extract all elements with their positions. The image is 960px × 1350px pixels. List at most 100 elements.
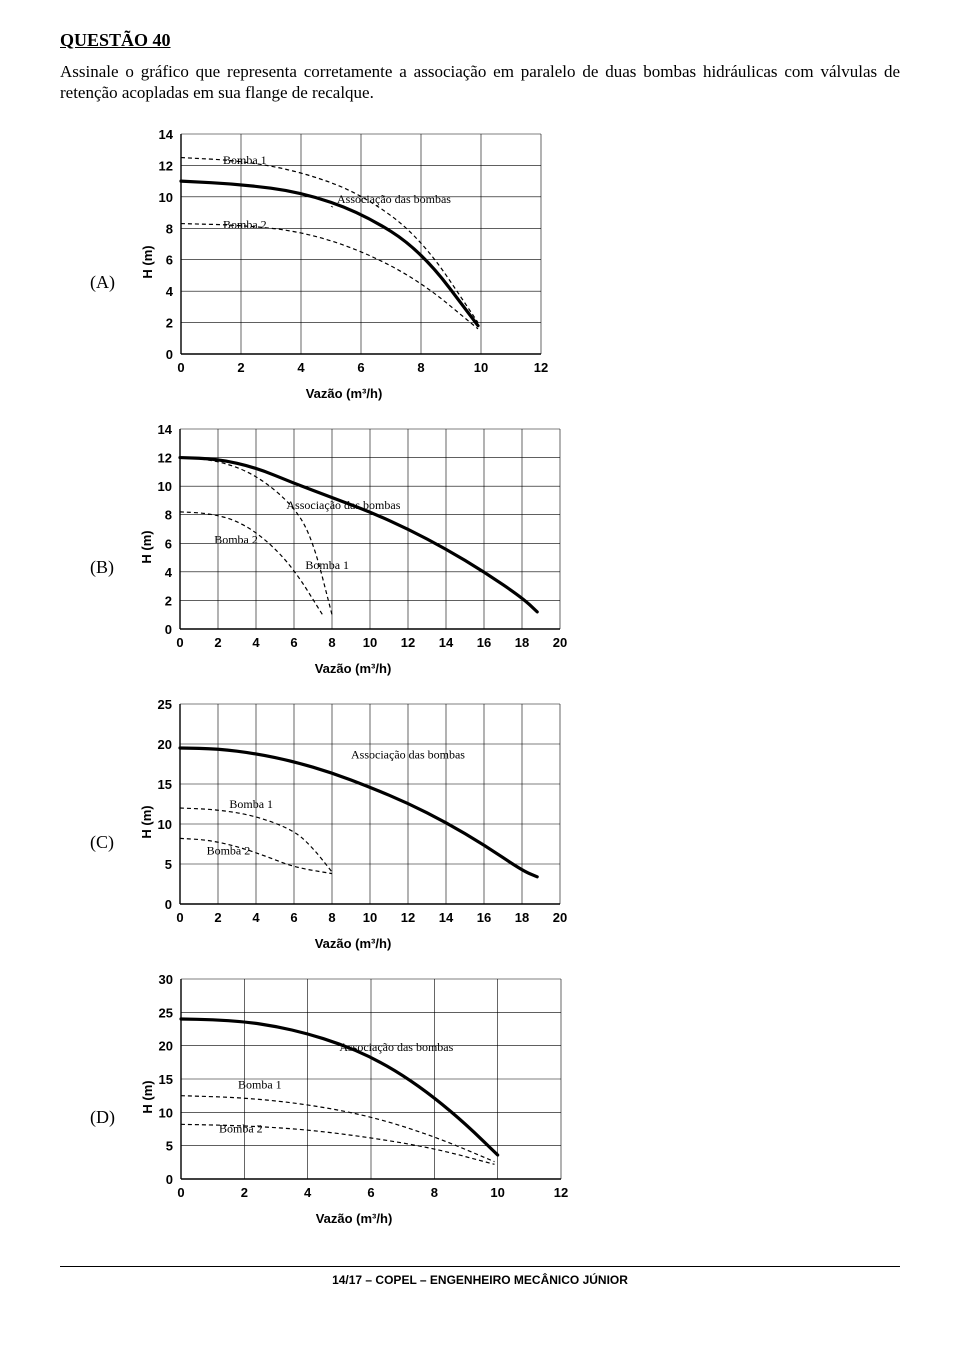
svg-text:0: 0 — [166, 347, 173, 362]
svg-text:8: 8 — [431, 1185, 438, 1200]
svg-text:14: 14 — [158, 422, 173, 437]
svg-text:4: 4 — [166, 284, 174, 299]
page: QUESTÃO 40 Assinale o gráfico que repres… — [0, 0, 960, 1327]
option-b-row: (B) H (m) 0246810121416182002468101214Bo… — [90, 419, 900, 676]
svg-text:12: 12 — [554, 1185, 568, 1200]
svg-text:8: 8 — [328, 635, 335, 650]
svg-text:12: 12 — [534, 360, 548, 375]
svg-text:4: 4 — [297, 360, 305, 375]
chart-c-ylabel: H (m) — [139, 805, 154, 838]
chart-a: H (m) 02468101202468101214Bomba 1Bomba 2… — [133, 124, 555, 401]
footer-text: 14/17 – COPEL – ENGENHEIRO MECÂNICO JÚNI… — [60, 1273, 900, 1307]
chart-d-ylabel: H (m) — [140, 1080, 155, 1113]
svg-text:20: 20 — [553, 635, 567, 650]
svg-text:Bomba 2: Bomba 2 — [214, 532, 258, 546]
svg-text:Bomba 1: Bomba 1 — [223, 152, 267, 166]
chart-d-svg: 024681012051015202530Bomba 1Bomba 2Assoc… — [133, 969, 575, 1209]
svg-text:14: 14 — [439, 910, 454, 925]
svg-text:8: 8 — [166, 221, 173, 236]
option-d-row: (D) H (m) 024681012051015202530Bomba 1Bo… — [90, 969, 900, 1226]
chart-b-ylabel: H (m) — [139, 530, 154, 563]
svg-text:6: 6 — [290, 910, 297, 925]
svg-text:Bomba 1: Bomba 1 — [305, 558, 349, 572]
svg-text:20: 20 — [553, 910, 567, 925]
chart-c-svg: 024681012141618200510152025Bomba 1Bomba … — [132, 694, 574, 934]
chart-d-xlabel: Vazão (m³/h) — [133, 1211, 575, 1226]
chart-b-xlabel: Vazão (m³/h) — [132, 661, 574, 676]
chart-c: H (m) 024681012141618200510152025Bomba 1… — [132, 694, 574, 951]
svg-text:Bomba 2: Bomba 2 — [223, 217, 267, 231]
svg-text:10: 10 — [159, 1105, 173, 1120]
svg-text:2: 2 — [166, 315, 173, 330]
chart-b: H (m) 0246810121416182002468101214Bomba … — [132, 419, 574, 676]
svg-text:0: 0 — [165, 897, 172, 912]
svg-text:Bomba 1: Bomba 1 — [229, 797, 273, 811]
svg-text:10: 10 — [158, 817, 172, 832]
svg-text:Associação das bombas: Associação das bombas — [339, 1040, 453, 1054]
svg-text:10: 10 — [363, 910, 377, 925]
svg-text:0: 0 — [176, 635, 183, 650]
chart-a-svg: 02468101202468101214Bomba 1Bomba 2Associ… — [133, 124, 555, 384]
svg-text:0: 0 — [177, 360, 184, 375]
svg-text:14: 14 — [439, 635, 454, 650]
question-number: QUESTÃO 40 — [60, 30, 900, 51]
svg-text:20: 20 — [158, 737, 172, 752]
chart-a-xlabel: Vazão (m³/h) — [133, 386, 555, 401]
svg-text:16: 16 — [477, 910, 491, 925]
svg-text:2: 2 — [214, 635, 221, 650]
svg-text:14: 14 — [159, 127, 174, 142]
svg-text:20: 20 — [159, 1038, 173, 1053]
svg-text:5: 5 — [166, 1138, 173, 1153]
svg-text:4: 4 — [165, 564, 173, 579]
svg-text:15: 15 — [159, 1072, 173, 1087]
svg-text:5: 5 — [165, 857, 172, 872]
svg-text:4: 4 — [304, 1185, 312, 1200]
svg-text:Bomba 2: Bomba 2 — [207, 843, 251, 857]
svg-text:8: 8 — [417, 360, 424, 375]
option-a-row: (A) H (m) 02468101202468101214Bomba 1Bom… — [90, 124, 900, 401]
svg-text:10: 10 — [490, 1185, 504, 1200]
svg-text:0: 0 — [177, 1185, 184, 1200]
svg-text:8: 8 — [328, 910, 335, 925]
svg-text:0: 0 — [165, 622, 172, 637]
option-c-letter: (C) — [90, 832, 114, 853]
svg-text:10: 10 — [158, 479, 172, 494]
svg-text:25: 25 — [159, 1005, 173, 1020]
svg-text:6: 6 — [357, 360, 364, 375]
footer-divider — [60, 1266, 900, 1267]
svg-text:18: 18 — [515, 910, 529, 925]
chart-d: H (m) 024681012051015202530Bomba 1Bomba … — [133, 969, 575, 1226]
svg-text:Associação das bombas: Associação das bombas — [351, 747, 465, 761]
option-c-row: (C) H (m) 024681012141618200510152025Bom… — [90, 694, 900, 951]
chart-c-xlabel: Vazão (m³/h) — [132, 936, 574, 951]
svg-text:8: 8 — [165, 507, 172, 522]
svg-text:6: 6 — [165, 536, 172, 551]
svg-text:16: 16 — [477, 635, 491, 650]
svg-text:4: 4 — [252, 635, 260, 650]
option-d-letter: (D) — [90, 1107, 115, 1128]
svg-text:12: 12 — [401, 635, 415, 650]
svg-text:Associação das bombas: Associação das bombas — [286, 498, 400, 512]
svg-text:2: 2 — [214, 910, 221, 925]
question-text: Assinale o gráfico que representa corret… — [60, 61, 900, 104]
svg-text:0: 0 — [176, 910, 183, 925]
option-b-letter: (B) — [90, 557, 114, 578]
svg-text:Bomba 2: Bomba 2 — [219, 1121, 263, 1135]
chart-a-ylabel: H (m) — [140, 245, 155, 278]
svg-text:4: 4 — [252, 910, 260, 925]
svg-text:30: 30 — [159, 972, 173, 987]
svg-text:18: 18 — [515, 635, 529, 650]
svg-text:2: 2 — [237, 360, 244, 375]
svg-text:0: 0 — [166, 1172, 173, 1187]
svg-text:10: 10 — [363, 635, 377, 650]
svg-text:Bomba 1: Bomba 1 — [238, 1077, 282, 1091]
svg-text:15: 15 — [158, 777, 172, 792]
svg-text:10: 10 — [159, 189, 173, 204]
svg-text:Associação das bombas: Associação das bombas — [337, 192, 451, 206]
svg-text:2: 2 — [241, 1185, 248, 1200]
svg-text:12: 12 — [158, 450, 172, 465]
svg-text:10: 10 — [474, 360, 488, 375]
svg-text:2: 2 — [165, 593, 172, 608]
option-a-letter: (A) — [90, 272, 115, 293]
chart-b-svg: 0246810121416182002468101214Bomba 1Bomba… — [132, 419, 574, 659]
